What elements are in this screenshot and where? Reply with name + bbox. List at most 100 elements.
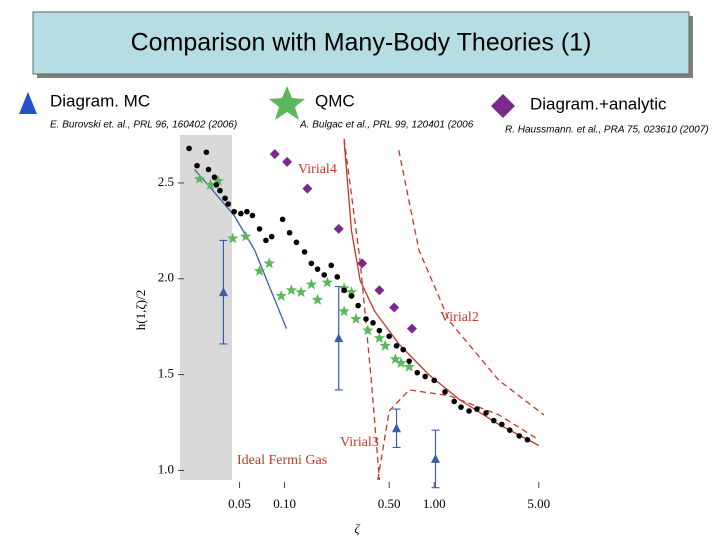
data-star xyxy=(275,290,287,301)
data-star xyxy=(362,324,374,336)
reference: A. Bulgac et al., PRL 99, 120401 (2006 xyxy=(299,120,474,131)
data-triangle xyxy=(218,287,228,297)
data-dot xyxy=(490,417,497,424)
data-dot xyxy=(314,266,321,272)
data-star xyxy=(379,339,391,351)
data-star xyxy=(403,360,415,372)
data-dot xyxy=(376,327,383,334)
data-star xyxy=(204,178,217,190)
data-star xyxy=(227,232,239,244)
y-axis-label: h(1,ζ)/2 xyxy=(133,290,148,330)
data-dot xyxy=(308,260,315,267)
data-dot xyxy=(355,302,361,309)
reference: R. Haussmann. et al., PRA 75, 023610 (20… xyxy=(505,125,709,136)
data-star xyxy=(263,257,275,269)
data-star xyxy=(311,293,324,305)
data-dot xyxy=(466,408,472,414)
data-star xyxy=(253,265,266,276)
data-dot xyxy=(507,427,513,433)
data-dot xyxy=(238,210,244,217)
curve xyxy=(194,169,288,329)
data-dot xyxy=(256,226,263,232)
data-diamond xyxy=(389,302,400,313)
data-dot xyxy=(516,433,523,439)
data-dot xyxy=(205,166,212,173)
title-box xyxy=(32,11,690,75)
data-star xyxy=(350,313,362,324)
data-star xyxy=(285,284,298,296)
data-dot xyxy=(370,320,376,326)
data-dot xyxy=(458,404,464,410)
legend-icon xyxy=(19,92,37,114)
data-dot xyxy=(286,229,293,236)
slide-title: Comparison with Many-Body Theories (1) xyxy=(131,29,592,57)
data-dot xyxy=(400,346,406,353)
data-dot xyxy=(414,369,421,376)
x-axis-label: ζ xyxy=(354,521,360,536)
y-tick-label: 1.0 xyxy=(158,461,174,476)
legend-icon xyxy=(269,86,305,120)
data-dot xyxy=(442,389,448,395)
data-star xyxy=(338,305,350,317)
y-tick-label: 1.5 xyxy=(158,366,174,381)
data-dot xyxy=(341,287,347,294)
data-triangle xyxy=(334,333,344,343)
data-star xyxy=(395,357,407,368)
data-diamond xyxy=(333,223,344,234)
data-star xyxy=(295,286,307,297)
data-dot xyxy=(217,187,223,194)
data-dot xyxy=(524,436,531,443)
data-dot xyxy=(301,249,308,255)
data-dot xyxy=(203,149,210,156)
data-dot xyxy=(194,162,200,169)
legend-icon xyxy=(491,94,515,118)
shaded-region xyxy=(180,135,232,480)
data-star xyxy=(373,332,386,343)
data-dot xyxy=(225,201,232,207)
legend-label: Diagram.+analytic xyxy=(530,94,667,113)
data-dot xyxy=(499,421,505,428)
reference: E. Burovski et. al., PRL 96, 160402 (200… xyxy=(50,120,237,131)
data-dot xyxy=(474,406,480,412)
y-tick-label: 2.5 xyxy=(158,174,174,189)
data-dot xyxy=(386,333,392,340)
data-dot xyxy=(231,208,237,215)
curve xyxy=(398,150,545,416)
annotation: Virial4 xyxy=(298,162,337,177)
data-diamond xyxy=(282,156,293,167)
legend-label: Diagram. MC xyxy=(50,91,150,110)
annotation: Ideal Fermi Gas xyxy=(237,453,327,468)
data-star xyxy=(212,175,224,186)
y-tick-label: 2.0 xyxy=(158,270,174,285)
x-tick-label: 0.50 xyxy=(378,496,401,511)
data-star xyxy=(305,278,318,290)
data-dot xyxy=(244,208,250,215)
data-dot xyxy=(451,398,458,405)
data-diamond xyxy=(269,149,280,160)
data-dot xyxy=(222,195,228,202)
x-tick-label: 1.00 xyxy=(423,496,446,511)
data-star xyxy=(193,173,206,184)
data-dot xyxy=(279,216,286,223)
data-dot xyxy=(328,262,335,269)
data-dot xyxy=(406,358,412,364)
legend-label: QMC xyxy=(315,91,355,110)
x-tick-label: 5.00 xyxy=(527,496,550,511)
data-triangle xyxy=(431,453,441,463)
data-dot xyxy=(268,233,275,240)
data-dot xyxy=(321,272,328,278)
data-dot xyxy=(483,410,489,416)
data-diamond xyxy=(357,258,368,269)
curve xyxy=(343,140,540,447)
curve xyxy=(377,389,540,481)
data-dot xyxy=(431,377,438,384)
data-diamond xyxy=(406,323,417,334)
data-dot xyxy=(186,145,192,152)
data-dot xyxy=(263,237,269,244)
data-dot xyxy=(293,239,300,246)
data-dot xyxy=(249,212,256,219)
data-dot xyxy=(348,293,355,299)
data-dot xyxy=(422,373,428,380)
data-diamond xyxy=(302,183,313,194)
